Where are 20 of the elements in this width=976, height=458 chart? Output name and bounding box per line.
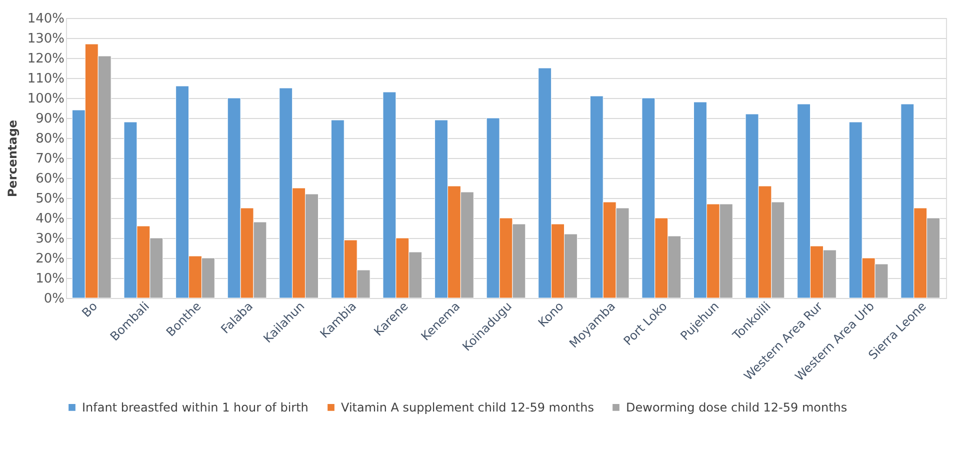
x-tick-label: Bo <box>79 299 100 320</box>
y-tick-label: 70% <box>36 152 64 166</box>
y-axis-title: Percentage <box>5 120 20 198</box>
legend-label: Deworming dose child 12-59 months <box>626 400 848 414</box>
y-tick-label: 10% <box>36 272 64 286</box>
y-tick-label: 30% <box>36 232 64 246</box>
y-tick-label: 40% <box>36 212 64 226</box>
legend-label: Vitamin A supplement child 12-59 months <box>341 400 594 414</box>
y-tick-label: 140% <box>27 12 64 26</box>
y-tick-label: 120% <box>27 52 64 66</box>
y-tick-label: 110% <box>27 72 64 86</box>
y-tick-label: 100% <box>27 92 64 106</box>
y-tick-label: 130% <box>27 32 64 46</box>
legend-label: Infant breastfed within 1 hour of birth <box>82 400 308 414</box>
y-tick-label: 60% <box>36 172 64 186</box>
y-tick-label: 0% <box>44 292 64 306</box>
y-tick-label: 80% <box>36 132 64 146</box>
y-tick-label: 50% <box>36 192 64 206</box>
y-tick-label: 90% <box>36 112 64 126</box>
y-tick-label: 20% <box>36 252 64 266</box>
